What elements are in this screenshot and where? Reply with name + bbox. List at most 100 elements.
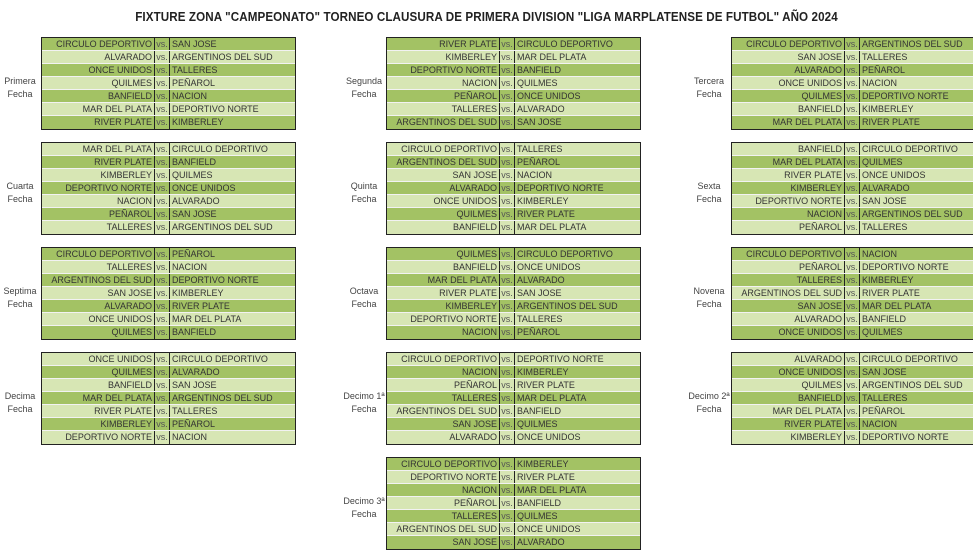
away-team: KIMBERLEY <box>172 288 224 298</box>
home-team: MAR DEL PLATA <box>732 405 845 417</box>
match-row: ARGENTINOS DEL SUD vs. DEPORTIVO NORTE <box>42 274 295 287</box>
away-team: ONCE UNIDOS <box>517 262 581 272</box>
home-team: MAR DEL PLATA <box>42 143 155 155</box>
match-row: NACION vs. PEÑAROL <box>387 326 640 339</box>
away-team: ONCE UNIDOS <box>172 183 236 193</box>
match-row: ONCE UNIDOS vs. QUILMES <box>732 326 973 339</box>
match-row: DEPORTIVO NORTE vs. TALLERES <box>387 313 640 326</box>
away-team: TALLERES <box>517 144 563 154</box>
home-team: QUILMES <box>732 90 845 102</box>
vs-label: vs. <box>155 195 170 207</box>
vs-label: vs. <box>845 156 860 168</box>
home-team: BANFIELD <box>732 392 845 404</box>
vs-label: vs. <box>845 418 860 430</box>
vs-label: vs. <box>500 38 515 50</box>
vs-label: vs. <box>500 392 515 404</box>
match-row: MAR DEL PLATA vs. CIRCULO DEPORTIVO <box>42 143 295 156</box>
home-team: PEÑAROL <box>387 90 500 102</box>
home-team: CIRCULO DEPORTIVO <box>732 38 845 50</box>
home-team: SAN JOSE <box>387 536 500 549</box>
match-row: SAN JOSE vs. NACION <box>387 169 640 182</box>
match-row: TALLERES vs. NACION <box>42 261 295 274</box>
vs-label: vs. <box>155 221 170 234</box>
home-team: BANFIELD <box>387 221 500 234</box>
away-team: MAR DEL PLATA <box>517 393 587 403</box>
fixture-table: CIRCULO DEPORTIVO vs. TALLERES ARGENTINOS D… <box>386 142 641 235</box>
away-team: QUILMES <box>517 511 558 521</box>
away-team: ARGENTINOS DEL SUD <box>172 222 273 232</box>
vs-label: vs. <box>500 64 515 76</box>
vs-label: vs. <box>155 418 170 430</box>
match-row: NACION vs. QUILMES <box>387 77 640 90</box>
home-team: ONCE UNIDOS <box>387 195 500 207</box>
vs-label: vs. <box>500 497 515 509</box>
home-team: RIVER PLATE <box>42 405 155 417</box>
home-team: MAR DEL PLATA <box>732 156 845 168</box>
fecha-label-line2: Fecha <box>351 194 377 204</box>
vs-label: vs. <box>845 313 860 325</box>
away-team: DEPORTIVO NORTE <box>862 432 949 442</box>
away-team: DEPORTIVO NORTE <box>172 104 259 114</box>
home-team: TALLERES <box>387 103 500 115</box>
vs-label: vs. <box>500 51 515 63</box>
match-row: CIRCULO DEPORTIVO vs. PEÑAROL <box>42 248 295 261</box>
match-row: ARGENTINOS DEL SUD vs. SAN JOSE <box>387 116 640 129</box>
match-row: QUILMES vs. DEPORTIVO NORTE <box>732 90 973 103</box>
vs-label: vs. <box>500 274 515 286</box>
match-row: RIVER PLATE vs. TALLERES <box>42 405 295 418</box>
away-team: TALLERES <box>862 393 908 403</box>
vs-label: vs. <box>500 471 515 483</box>
vs-label: vs. <box>155 143 170 155</box>
match-row: SAN JOSE vs. QUILMES <box>387 418 640 431</box>
home-team: MAR DEL PLATA <box>42 392 155 404</box>
home-team: ALVARADO <box>42 300 155 312</box>
home-team: RIVER PLATE <box>732 169 845 181</box>
fixture-table: BANFIELD vs. CIRCULO DEPORTIVO MAR DEL PLAT… <box>731 142 973 235</box>
match-row: MAR DEL PLATA vs. QUILMES <box>732 156 973 169</box>
away-team: CIRCULO DEPORTIVO <box>862 354 958 364</box>
vs-label: vs. <box>500 536 515 549</box>
fecha-label-line1: Quinta <box>350 181 378 191</box>
match-row: SAN JOSE vs. ALVARADO <box>387 536 640 549</box>
match-row: ONCE UNIDOS vs. MAR DEL PLATA <box>42 313 295 326</box>
match-row: SAN JOSE vs. MAR DEL PLATA <box>732 300 973 313</box>
away-team: PEÑAROL <box>172 249 216 259</box>
vs-label: vs. <box>155 51 170 63</box>
vs-label: vs. <box>845 51 860 63</box>
fecha-label-line1: Octava <box>349 286 379 296</box>
match-row: RIVER PLATE vs. NACION <box>732 418 973 431</box>
home-team: BANFIELD <box>42 379 155 391</box>
fixture-table: CIRCULO DEPORTIVO vs. ARGENTINOS DEL SUD SA… <box>731 37 973 130</box>
match-row: BANFIELD vs. NACION <box>42 90 295 103</box>
away-team: DEPORTIVO NORTE <box>862 91 949 101</box>
home-team: CIRCULO DEPORTIVO <box>732 248 845 260</box>
away-team: ALVARADO <box>517 275 565 285</box>
away-team: QUILMES <box>862 157 903 167</box>
match-row: ARGENTINOS DEL SUD vs. PEÑAROL <box>387 156 640 169</box>
match-row: TALLERES vs. ARGENTINOS DEL SUD <box>42 221 295 234</box>
vs-label: vs. <box>500 287 515 299</box>
fecha-label: Tercera Fecha <box>688 75 730 101</box>
home-team: SAN JOSE <box>732 300 845 312</box>
away-team: SAN JOSE <box>172 380 217 390</box>
away-team: PEÑAROL <box>517 157 561 167</box>
match-row: KIMBERLEY vs. ARGENTINOS DEL SUD <box>387 300 640 313</box>
away-team: MAR DEL PLATA <box>172 314 242 324</box>
away-team: CIRCULO DEPORTIVO <box>862 144 958 154</box>
away-team: ARGENTINOS DEL SUD <box>517 301 618 311</box>
vs-label: vs. <box>845 169 860 181</box>
home-team: KIMBERLEY <box>42 169 155 181</box>
match-row: TALLERES vs. KIMBERLEY <box>732 274 973 287</box>
fecha-label-line2: Fecha <box>696 299 722 309</box>
vs-label: vs. <box>500 169 515 181</box>
fecha-label-line2: Fecha <box>351 299 377 309</box>
vs-label: vs. <box>500 523 515 535</box>
home-team: QUILMES <box>42 326 155 339</box>
home-team: DEPORTIVO NORTE <box>387 313 500 325</box>
match-row: RIVER PLATE vs. KIMBERLEY <box>42 116 295 129</box>
fecha-label: Sexta Fecha <box>688 180 730 206</box>
match-row: MAR DEL PLATA vs. ALVARADO <box>387 274 640 287</box>
home-team: BANFIELD <box>732 143 845 155</box>
home-team: ALVARADO <box>387 431 500 444</box>
fixture-table: CIRCULO DEPORTIVO vs. NACION PEÑAROL vs. DEPO… <box>731 247 973 340</box>
